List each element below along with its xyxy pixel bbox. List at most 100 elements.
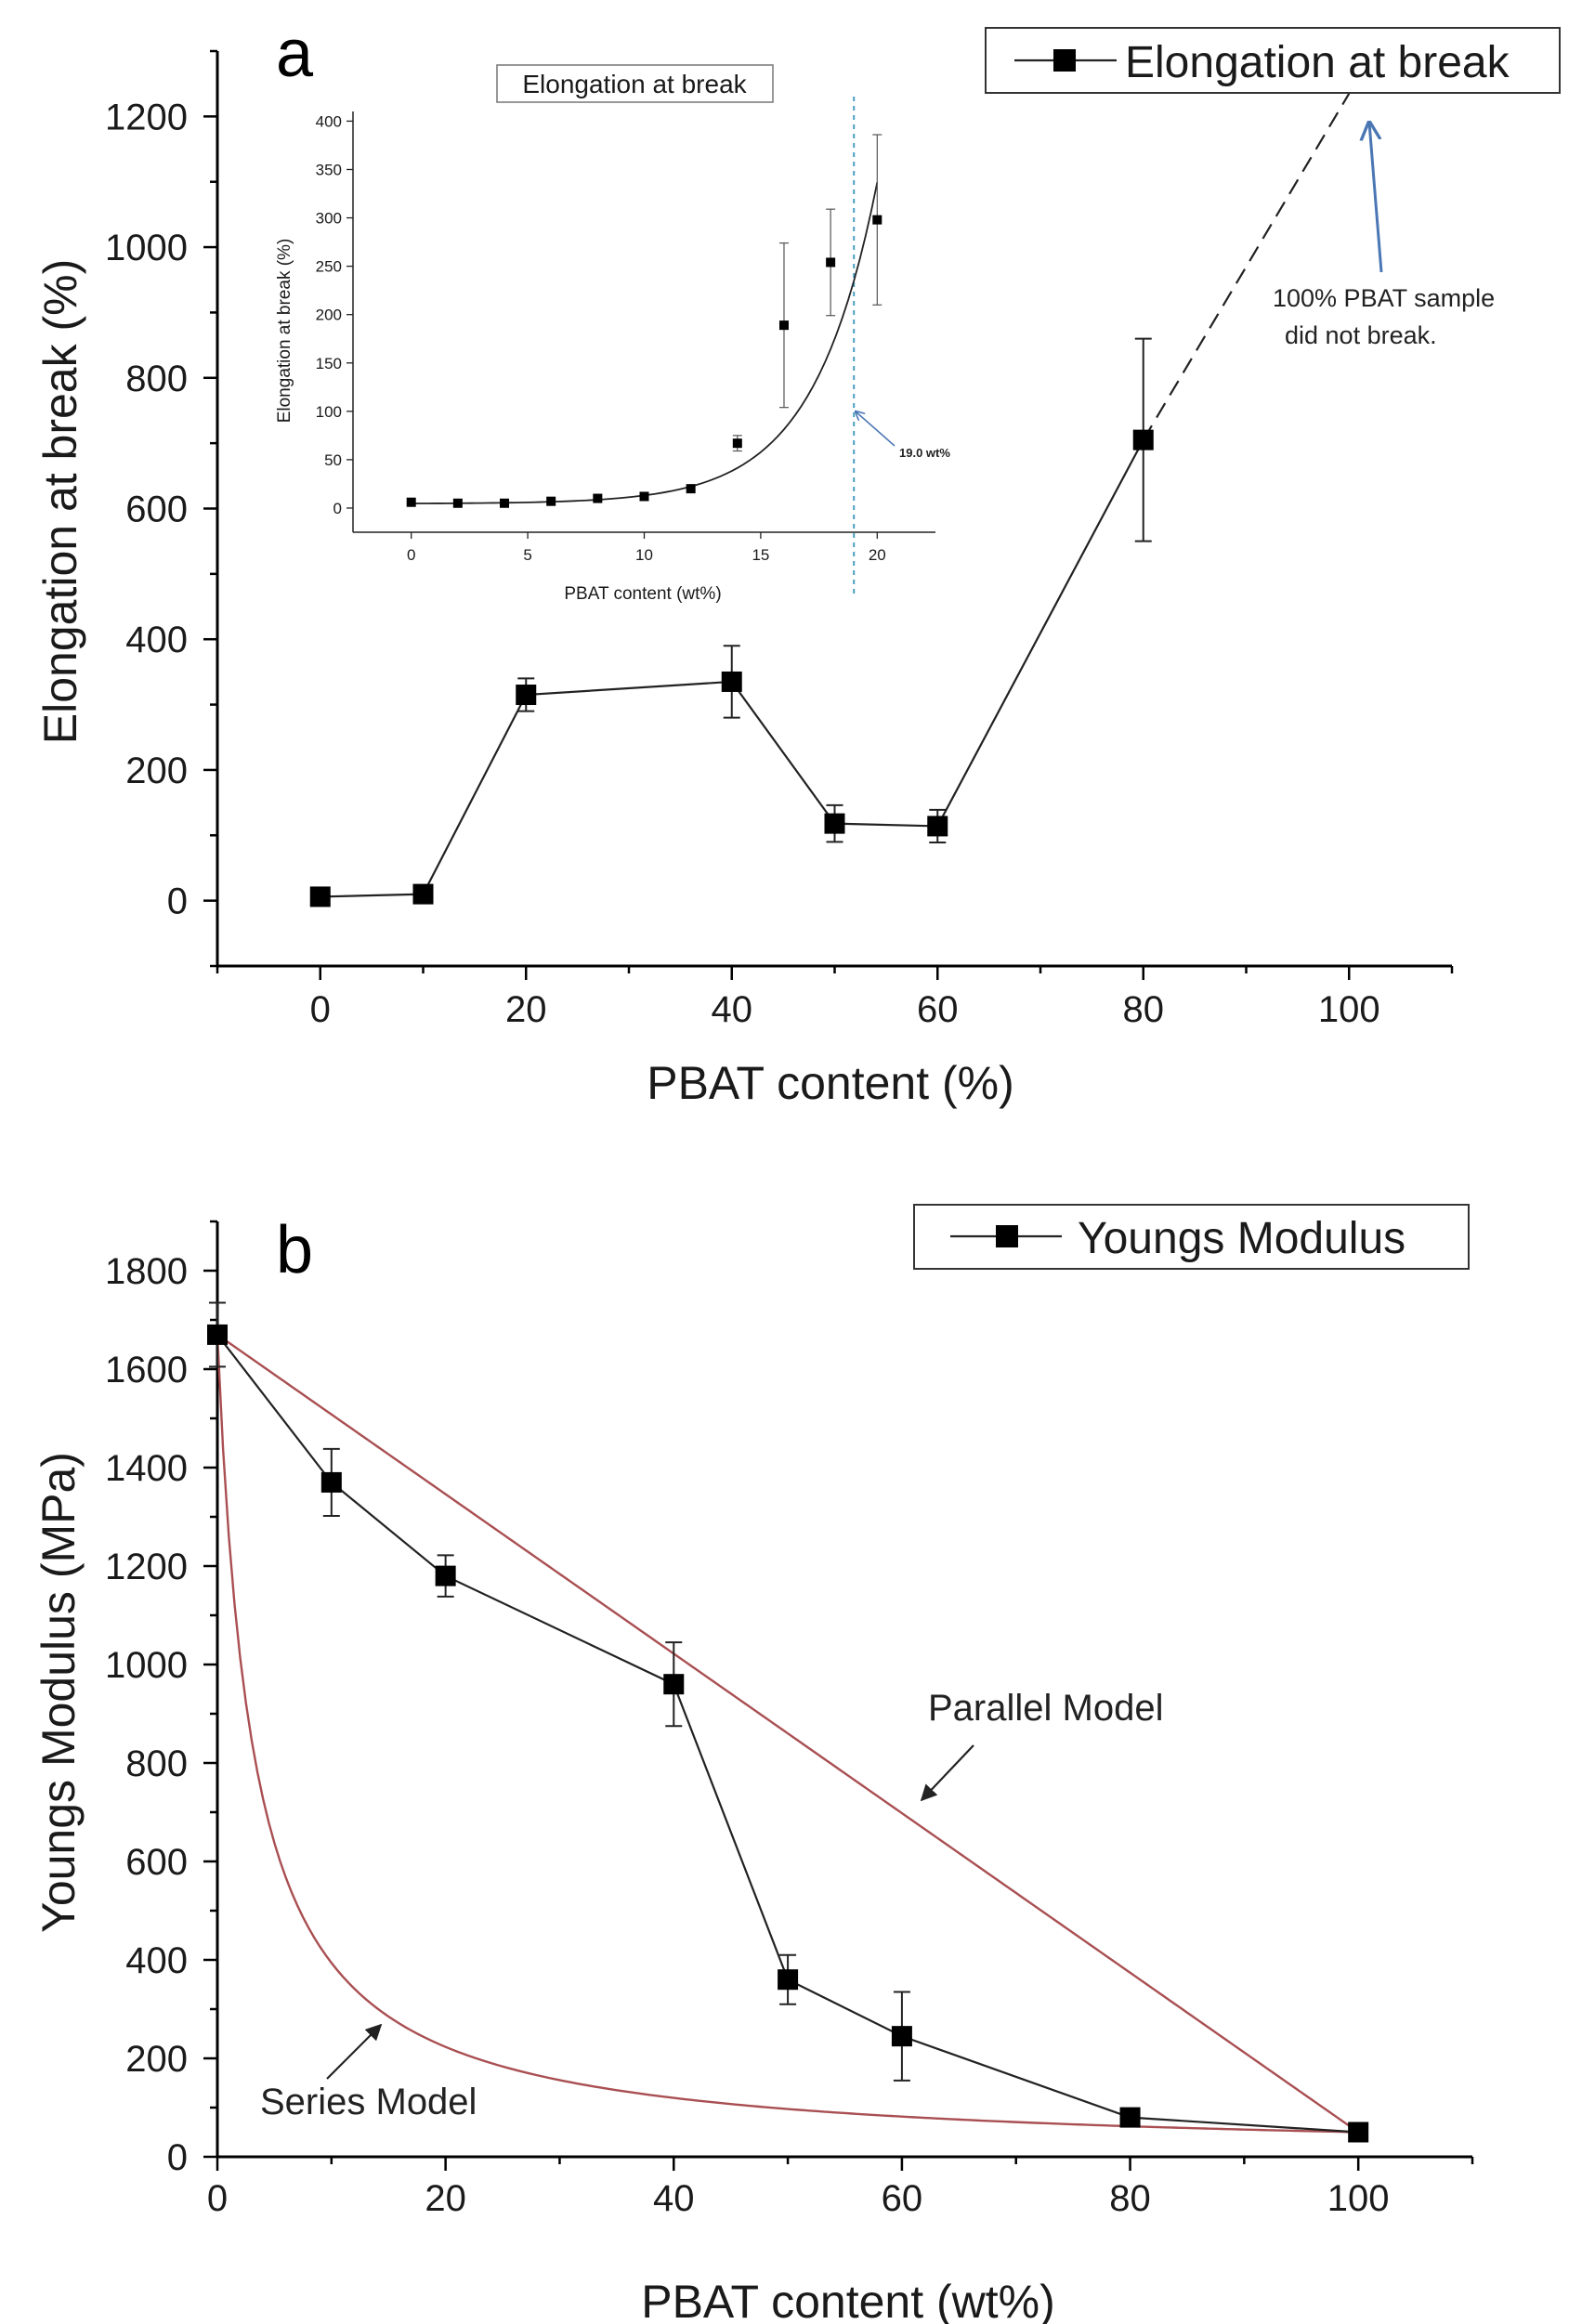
panel-b: 0 20 40 60 80 1000200400600800100012001400160…	[33, 1204, 1474, 2324]
panel-a-x-tick-label: 80	[1123, 989, 1165, 1030]
panel-b-x-tick-label: 60	[882, 2178, 923, 2219]
inset-data-point	[732, 438, 742, 449]
panel-b-x-tick-label: 80	[1109, 2178, 1151, 2219]
panel-b-y-tick-label: 0	[167, 2137, 188, 2178]
inset-data-point	[826, 257, 836, 268]
panel-b-y-tick-label: 800	[125, 1743, 188, 1784]
inset-y-axis-title: Elongation at break (%)	[275, 239, 294, 424]
inset-y-tick-label: 50	[324, 451, 342, 469]
panel-a-annotation: 100% PBAT sample did not break.	[1273, 123, 1495, 349]
inset-threshold-label: 19.0 wt%	[899, 446, 950, 460]
panel-a-legend-marker	[1053, 49, 1076, 72]
panel-b-y-tick-label: 600	[125, 1842, 188, 1883]
panel-a-x-tick-label: 100	[1318, 989, 1380, 1030]
panel-b-axes	[216, 1221, 1472, 2159]
panel-b-models	[216, 1333, 1359, 2134]
inset-data-point	[452, 498, 463, 508]
panel-b-x-tick-label: 40	[653, 2178, 695, 2219]
panel-b-y-tick-label: 1000	[105, 1645, 188, 1686]
panel-b-y-tick-label: 1400	[105, 1448, 188, 1489]
youngs-modulus-data-point	[778, 1969, 799, 1991]
panel-a-legend-label: Elongation at break	[1125, 38, 1510, 87]
elongation-extrapolation-line	[1142, 93, 1351, 441]
panel-b-x-tick-label: 100	[1327, 2178, 1390, 2219]
annotation-line-1: 100% PBAT sample	[1273, 284, 1495, 312]
inset-threshold-arrow	[856, 411, 896, 447]
panel-b-series	[207, 1301, 1369, 2143]
elongation-data-point	[309, 886, 331, 907]
series-model-curve	[216, 1334, 1359, 2134]
annotation-line-2: did not break.	[1285, 321, 1437, 349]
elongation-data-point	[516, 685, 537, 706]
inset-fit-curve	[411, 182, 879, 504]
panel-a-inset: Elongation at break 0 5 10 15 20050100150200…	[275, 64, 950, 604]
parallel-model-arrow	[920, 1744, 974, 1802]
youngs-modulus-data-point	[1119, 2107, 1141, 2128]
panel-a-y-tick-label: 600	[125, 490, 188, 530]
inset-x-tick-label: 20	[869, 546, 886, 564]
inset-y-tick-label: 150	[316, 355, 342, 372]
youngs-modulus-data-point	[1348, 2122, 1369, 2143]
parallel-model-label: Parallel Model	[928, 1688, 1163, 1729]
panel-b-x-tick-label: 20	[425, 2178, 466, 2219]
elongation-data-point	[927, 816, 948, 837]
youngs-modulus-series-line	[216, 1334, 1359, 2134]
panel-a-y-tick-label: 400	[125, 620, 188, 660]
inset-title: Elongation at break	[522, 70, 747, 98]
panel-a-y-tick-label: 1200	[105, 97, 188, 137]
panel-b-ticks: 0 20 40 60 80 1000200400600800100012001400160…	[105, 1220, 1474, 2219]
panel-b-y-tick-label: 200	[125, 2039, 188, 2080]
panel-b-y-tick-label: 1600	[105, 1350, 188, 1390]
inset-series	[406, 97, 882, 597]
elongation-data-point	[412, 883, 434, 905]
inset-y-tick-label: 400	[316, 112, 342, 130]
series-model-arrow	[326, 2023, 383, 2080]
inset-x-tick-label: 5	[523, 546, 531, 564]
inset-data-point	[872, 215, 882, 225]
inset-data-point	[686, 484, 696, 494]
inset-axes	[352, 111, 935, 533]
panel-a-y-tick-label: 1000	[105, 228, 188, 268]
panel-b-legend: Youngs Modulus	[913, 1204, 1470, 1270]
inset-x-tick-label: 0	[407, 546, 415, 564]
panel-b-model-labels: Parallel Model Series Model	[260, 1688, 1163, 2122]
panel-a-x-tick-label: 40	[712, 989, 753, 1030]
elongation-data-point	[1132, 429, 1154, 450]
inset-data-point	[593, 493, 603, 503]
panel-a-y-tick-label: 200	[125, 751, 188, 791]
series-model-label: Series Model	[260, 2082, 477, 2122]
panel-a-y-tick-label: 0	[167, 881, 188, 922]
inset-y-tick-label: 200	[316, 307, 342, 324]
panel-b-x-tick-label: 0	[207, 2178, 228, 2219]
panel-a-x-tick-label: 0	[310, 989, 331, 1030]
inset-data-point	[639, 491, 649, 502]
inset-x-tick-label: 15	[752, 546, 769, 564]
inset-y-tick-label: 350	[316, 161, 342, 178]
panel-a-series	[309, 93, 1351, 907]
inset-data-point	[500, 498, 510, 508]
panel-b-legend-label: Youngs Modulus	[1078, 1214, 1405, 1263]
inset-y-tick-label: 100	[316, 403, 342, 421]
panel-a-x-tick-label: 20	[505, 989, 547, 1030]
inset-data-point	[778, 320, 789, 331]
inset-y-tick-label: 0	[333, 500, 342, 517]
inset-y-tick-label: 250	[316, 258, 342, 276]
elongation-data-point	[824, 813, 845, 834]
annotation-arrow	[1369, 123, 1383, 273]
youngs-modulus-data-point	[891, 2026, 912, 2047]
panel-a-legend: Elongation at break	[985, 27, 1561, 94]
panel-b-legend-marker	[996, 1225, 1018, 1247]
panel-a-x-tick-label: 60	[917, 989, 959, 1030]
parallel-model-curve	[216, 1333, 1359, 2134]
panel-a-y-tick-label: 800	[125, 359, 188, 399]
inset-data-point	[546, 496, 556, 506]
youngs-modulus-data-point	[207, 1324, 228, 1345]
youngs-modulus-data-point	[435, 1565, 456, 1586]
inset-data-point	[406, 497, 416, 507]
panel-a-y-axis-title: Elongation at break (%)	[34, 259, 86, 745]
elongation-data-point	[721, 671, 742, 692]
panel-b-label: b	[276, 1213, 313, 1287]
panel-a-label: a	[276, 17, 314, 91]
